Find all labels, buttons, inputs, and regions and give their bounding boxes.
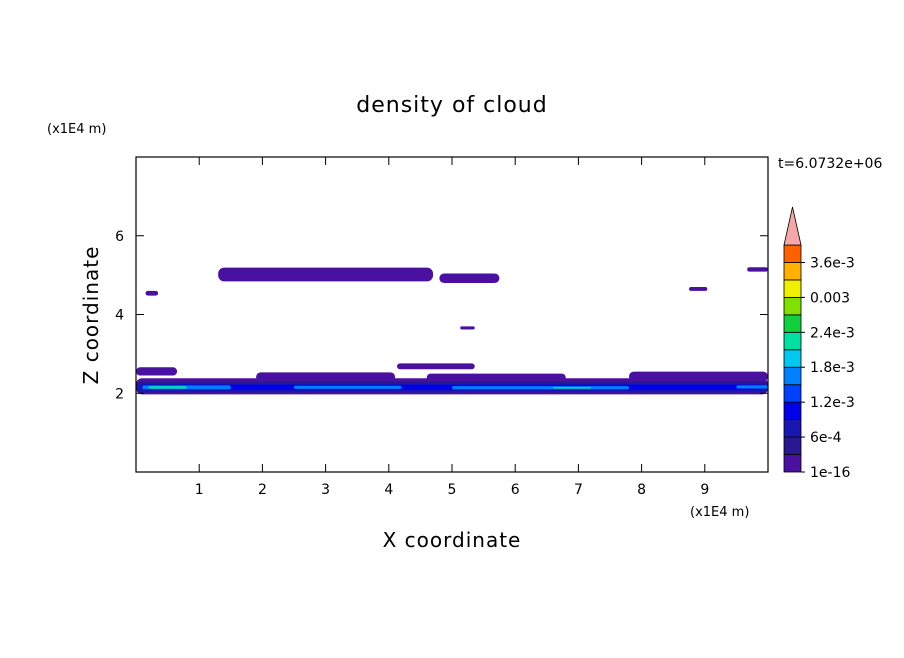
- y-tick-label: 4: [115, 308, 124, 324]
- colorbar-band: [783, 349, 802, 368]
- colorbar-band: [783, 244, 802, 263]
- colorbar-tick-label: 6e-4: [810, 430, 842, 446]
- y-axis-label: Z coordinate: [79, 246, 103, 385]
- chart-title: density of cloud: [356, 93, 547, 118]
- contour-region: [460, 326, 475, 330]
- colorbar-band: [783, 384, 802, 403]
- contour-region: [218, 267, 434, 282]
- x-tick-label: 3: [321, 482, 330, 498]
- colorbar-band: [783, 314, 802, 333]
- colorbar-tick-label: 2.4e-3: [810, 325, 855, 341]
- contour-region: [452, 386, 629, 390]
- x-tick-label: 8: [637, 482, 646, 498]
- colorbar-extend: [783, 206, 802, 246]
- y-unit: (x1E4 m): [47, 122, 106, 137]
- x-tick-label: 1: [195, 482, 204, 498]
- time-label: t=6.0732e+06: [778, 156, 882, 172]
- contour-region: [294, 385, 402, 389]
- colorbar-band: [783, 366, 802, 386]
- contour-region: [142, 384, 762, 391]
- x-axis-label: X coordinate: [383, 528, 522, 552]
- colorbar-tick-label: 1e-16: [810, 465, 850, 481]
- contour-region: [145, 290, 159, 296]
- colorbar-band: [783, 279, 802, 298]
- y-tick-label: 6: [115, 229, 124, 245]
- x-tick-label: 7: [574, 482, 583, 498]
- contour-region: [553, 386, 592, 389]
- contour-region: [397, 363, 475, 370]
- colorbar-band: [783, 436, 802, 455]
- x-unit: (x1E4 m): [690, 505, 749, 520]
- colorbar-tick-label: 1.8e-3: [810, 360, 855, 376]
- contour-region: [439, 273, 500, 283]
- x-tick-label: 4: [384, 482, 393, 498]
- colorbar-tick-label: 1.2e-3: [810, 395, 855, 411]
- colorbar-band: [783, 419, 802, 438]
- x-tick-label: 2: [258, 482, 267, 498]
- contour-region: [148, 386, 187, 389]
- y-tick-label: 2: [115, 386, 124, 402]
- contour-region: [136, 367, 178, 376]
- colorbar-band: [783, 262, 802, 281]
- x-tick-label: 5: [448, 482, 457, 498]
- x-tick-label: 6: [511, 482, 520, 498]
- plot-frame: [135, 156, 769, 473]
- contour-region: [736, 385, 768, 389]
- colorbar-band: [783, 296, 802, 316]
- colorbar-tick-label: 3.6e-3: [810, 255, 855, 271]
- colorbar-tick-label: 0.003: [810, 290, 850, 306]
- contour-region: [747, 267, 768, 272]
- x-tick-label: 9: [700, 482, 709, 498]
- colorbar-band: [783, 454, 802, 473]
- contour-region: [689, 286, 708, 291]
- colorbar-band: [783, 401, 802, 421]
- colorbar-band: [783, 331, 802, 351]
